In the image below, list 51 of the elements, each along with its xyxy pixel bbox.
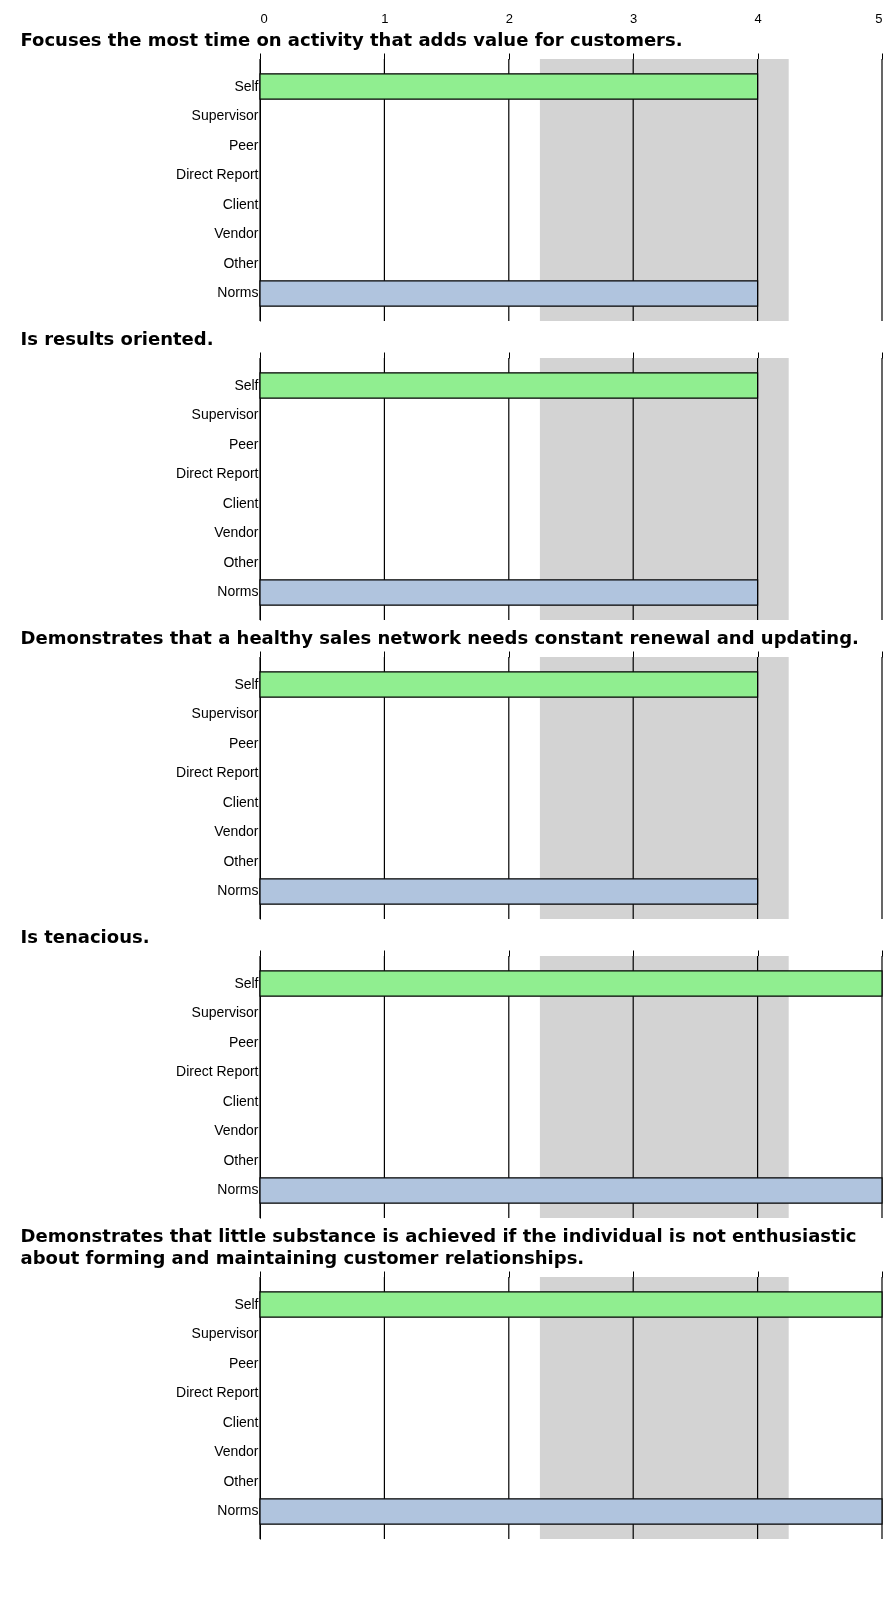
y-tick-label: Self <box>234 77 259 94</box>
y-tick-label: Direct Report <box>176 1384 259 1401</box>
y-tick-label: Self <box>234 1295 259 1312</box>
y-tick-label: Other <box>223 1472 259 1489</box>
y-tick-label: Client <box>222 494 259 511</box>
x-tick-label: 1 <box>381 10 389 26</box>
y-tick-label: Supervisor <box>191 705 259 722</box>
y-tick-label: Direct Report <box>176 166 259 183</box>
y-tick-label: Supervisor <box>191 1004 259 1021</box>
y-tick-label: Other <box>223 1151 259 1168</box>
y-tick-label: Supervisor <box>191 1325 259 1342</box>
x-tick-label: 4 <box>754 10 762 26</box>
y-tick-label: Client <box>222 793 259 810</box>
text: Is tenacious. <box>20 925 150 947</box>
y-tick-label: Direct Report <box>176 465 259 482</box>
y-tick-label: Other <box>223 553 259 570</box>
y-tick-label: Peer <box>228 136 259 153</box>
x-tick-label: 0 <box>260 10 268 26</box>
y-tick-label: Vendor <box>214 524 259 541</box>
y-tick-label: Self <box>234 675 259 692</box>
chart-title: Is results oriented. <box>20 327 214 349</box>
y-tick-label: Vendor <box>214 225 259 242</box>
y-tick-label: Vendor <box>214 1122 259 1139</box>
y-tick-label: Norms <box>217 284 259 301</box>
chart-title: Demonstrates that a healthy sales network needs constant renewal and updating. <box>20 626 859 648</box>
y-tick-label: Peer <box>228 1354 259 1371</box>
y-tick-label: Norms <box>217 1181 259 1198</box>
y-tick-label: Supervisor <box>191 406 259 423</box>
chart-title: Demonstrates that little substance is achieved if the individual is not enthusiastic about forming and maintaining customer relationships. <box>20 1224 857 1268</box>
y-tick-label: Norms <box>217 882 259 899</box>
y-tick-label: Client <box>222 1092 259 1109</box>
y-tick-label: Self <box>234 376 259 393</box>
y-tick-label: Self <box>234 974 259 991</box>
y-tick-label: Peer <box>228 435 259 452</box>
y-tick-label: Direct Report <box>176 764 259 781</box>
y-tick-label: Client <box>222 1413 259 1430</box>
x-tick-label: 3 <box>630 10 638 26</box>
y-tick-label: Client <box>222 195 259 212</box>
y-tick-label: Supervisor <box>191 107 259 124</box>
y-tick-label: Peer <box>228 1033 259 1050</box>
y-tick-label: Norms <box>217 1502 259 1519</box>
chart-title: Focuses the most time on activity that adds value for customers. <box>20 28 683 50</box>
y-tick-label: Other <box>223 254 259 271</box>
y-tick-label: Peer <box>228 734 259 751</box>
x-tick-label: 2 <box>505 10 513 26</box>
y-tick-label: Vendor <box>214 823 259 840</box>
y-tick-label: Vendor <box>214 1443 259 1460</box>
y-tick-label: Other <box>223 852 259 869</box>
x-tick-label: 5 <box>875 10 883 26</box>
y-tick-label: Norms <box>217 583 259 600</box>
y-tick-label: Direct Report <box>176 1063 259 1080</box>
